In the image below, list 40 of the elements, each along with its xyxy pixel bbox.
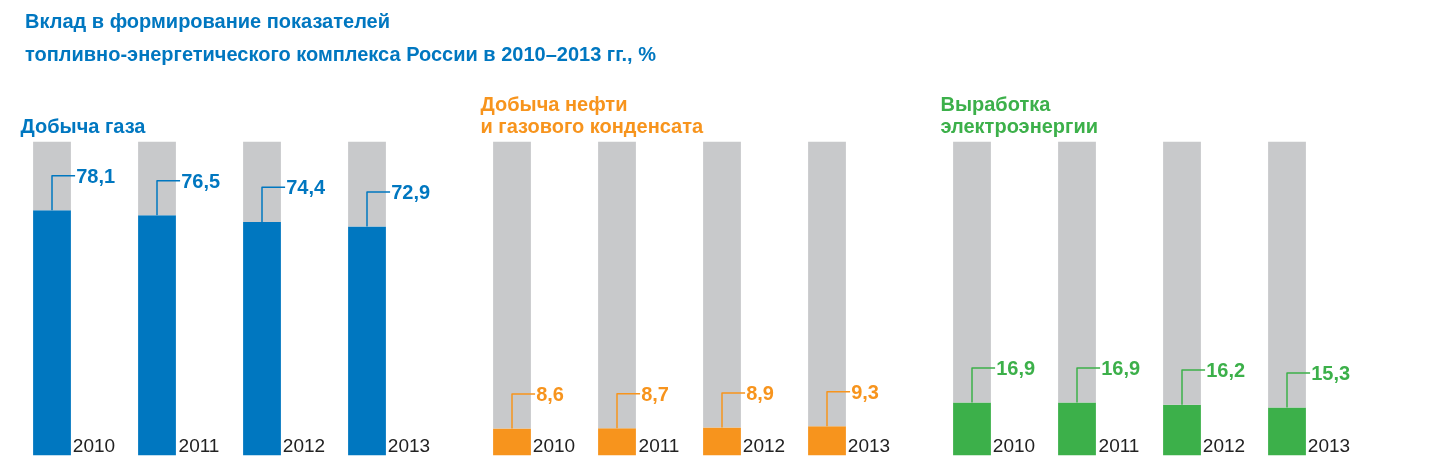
bar — [243, 141, 281, 222]
data-label: 72,9 — [391, 181, 431, 204]
x-tick-label: 2012 — [282, 435, 326, 457]
x-tick-label: 2010 — [992, 435, 1036, 457]
data-label: 74,4 — [286, 176, 326, 199]
data-label: 16,9 — [996, 356, 1036, 379]
x-tick-label: 2013 — [847, 435, 891, 457]
chart-subtitle: Добыча газа — [20, 114, 147, 137]
data-label: 9,3 — [851, 380, 879, 403]
bar — [1163, 141, 1201, 405]
data-label: 16,9 — [1101, 356, 1141, 379]
data-label: 8,7 — [641, 382, 669, 405]
x-tick-label: 2011 — [638, 435, 680, 457]
bar — [703, 141, 741, 428]
data-label: 8,6 — [536, 382, 564, 405]
chart-subtitle: Добыча нефти и газового конденсата — [480, 92, 705, 137]
bar — [493, 141, 531, 429]
bar — [348, 141, 386, 227]
x-tick-label: 2012 — [1202, 435, 1246, 457]
data-label: 15,3 — [1311, 361, 1351, 384]
bar — [33, 141, 71, 211]
data-label: 78,1 — [76, 164, 116, 187]
x-tick-label: 2010 — [72, 435, 116, 457]
x-tick-label: 2012 — [742, 435, 786, 457]
bar — [808, 141, 846, 427]
x-tick-label: 2013 — [1307, 435, 1351, 457]
chart-title: Вклад в формирование показателей топливно-энергетического комплекса России в 2010–2013 гг., % — [25, 9, 656, 67]
bar — [598, 141, 636, 429]
bar — [138, 141, 176, 216]
bar — [1058, 141, 1096, 403]
x-tick-label: 2011 — [178, 435, 220, 457]
data-label: 76,5 — [181, 169, 221, 192]
x-tick-label: 2011 — [1098, 435, 1140, 457]
bar — [953, 141, 991, 403]
bar — [1268, 141, 1306, 408]
x-tick-label: 2010 — [532, 435, 576, 457]
data-label: 8,9 — [746, 382, 774, 405]
x-tick-label: 2013 — [387, 435, 431, 457]
chart-subtitle: Выработка электроэнергии — [940, 92, 1098, 137]
data-label: 16,2 — [1206, 359, 1246, 382]
